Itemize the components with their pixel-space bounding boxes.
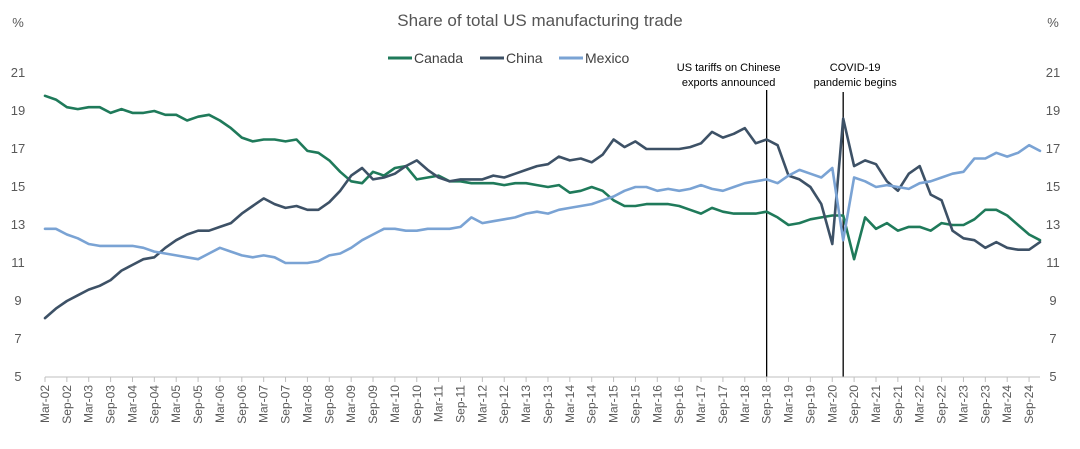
x-tick-label: Mar-19 — [782, 385, 796, 423]
x-tick-label: Sep-21 — [891, 385, 905, 424]
x-tick-label: Sep-04 — [147, 385, 161, 424]
x-tick-label: Mar-05 — [169, 385, 183, 423]
y-axis-unit-right: % — [1047, 15, 1059, 30]
x-tick-label: Sep-08 — [322, 385, 336, 424]
x-tick-label: Sep-03 — [104, 385, 118, 424]
x-tick-label: Mar-24 — [1000, 385, 1014, 423]
x-tick-label: Mar-22 — [913, 385, 927, 423]
x-tick-label: Sep-11 — [453, 385, 467, 423]
x-tick-label: Sep-23 — [978, 385, 992, 424]
y-tick-label-right: 19 — [1046, 103, 1060, 118]
x-tick-label: Mar-08 — [300, 385, 314, 423]
x-tick-label: Mar-03 — [82, 385, 96, 423]
y-tick-label-left: 17 — [11, 141, 25, 156]
x-tick-label: Mar-06 — [213, 385, 227, 423]
x-tick-label: Sep-10 — [410, 385, 424, 424]
x-tick-label: Sep-15 — [628, 385, 642, 424]
y-tick-label-left: 9 — [14, 293, 21, 308]
x-tick-label: Sep-20 — [847, 385, 861, 424]
x-tick-label: Mar-23 — [956, 385, 970, 423]
annotation-label: US tariffs on Chinese — [677, 62, 781, 74]
x-tick-label: Sep-19 — [803, 385, 817, 424]
x-tick-label: Mar-13 — [519, 385, 533, 423]
x-tick-label: Sep-05 — [191, 385, 205, 424]
y-tick-label-right: 17 — [1046, 141, 1060, 156]
legend-label-china: China — [506, 50, 543, 66]
x-tick-label: Mar-16 — [650, 385, 664, 423]
y-tick-label-right: 21 — [1046, 65, 1060, 80]
x-tick-label: Mar-18 — [738, 385, 752, 423]
y-tick-label-left: 5 — [14, 369, 21, 384]
chart-title: Share of total US manufacturing trade — [397, 11, 682, 30]
x-tick-label: Mar-14 — [563, 385, 577, 423]
x-tick-label: Sep-12 — [497, 385, 511, 424]
x-tick-label: Mar-10 — [388, 385, 402, 423]
y-tick-label-right: 7 — [1049, 331, 1056, 346]
annotations: US tariffs on Chinese exports announced CO… — [677, 62, 897, 377]
y-tick-label-left: 11 — [11, 255, 25, 270]
series-line-china — [43, 117, 1042, 320]
x-tick-label: Mar-11 — [432, 385, 446, 422]
annotation-label: exports announced — [682, 77, 776, 89]
legend-label-mexico: Mexico — [585, 50, 630, 66]
y-tick-label-right: 5 — [1049, 369, 1056, 384]
x-tick-label: Mar-07 — [257, 385, 271, 423]
x-tick-label: Sep-22 — [935, 385, 949, 424]
y-tick-label-left: 21 — [11, 65, 25, 80]
x-tick-label: Sep-06 — [235, 385, 249, 424]
x-tick-label: Mar-17 — [694, 385, 708, 423]
y-tick-label-right: 9 — [1049, 293, 1056, 308]
x-tick-label: Sep-24 — [1022, 385, 1036, 424]
x-axis: Mar-02 Sep-02 Mar-03 Sep-03 Mar-04 Sep-04 Mar-… — [38, 376, 1040, 424]
x-tick-label: Mar-04 — [125, 385, 139, 423]
y-tick-label-right: 13 — [1046, 217, 1060, 232]
x-tick-label: Sep-18 — [760, 385, 774, 424]
x-tick-label: Sep-17 — [716, 385, 730, 424]
x-tick-label: Sep-09 — [366, 385, 380, 424]
annotation-label: pandemic begins — [814, 77, 898, 89]
annotation-label: COVID-19 — [830, 62, 881, 74]
x-tick-label: Sep-16 — [672, 385, 686, 424]
x-tick-label: Sep-07 — [279, 385, 293, 424]
series-line-canada — [43, 94, 1042, 261]
x-tick-label: Sep-02 — [60, 385, 74, 424]
x-tick-label: Sep-14 — [585, 385, 599, 424]
x-tick-label: Mar-12 — [475, 385, 489, 423]
y-tick-label-left: 15 — [11, 179, 25, 194]
y-tick-label-right: 11 — [1046, 255, 1060, 270]
x-tick-label: Mar-20 — [825, 385, 839, 423]
legend: Canada China Mexico — [388, 50, 630, 66]
series-line-mexico — [43, 143, 1042, 265]
y-tick-label-left: 19 — [11, 103, 25, 118]
x-tick-label: Mar-21 — [869, 385, 883, 423]
x-tick-label: Mar-15 — [607, 385, 621, 423]
y-axis-right: 5 7 9 11 13 15 17 19 21 — [1046, 65, 1060, 384]
y-tick-label-left: 13 — [11, 217, 25, 232]
legend-label-canada: Canada — [414, 50, 463, 66]
x-tick-label: Mar-02 — [38, 385, 52, 423]
series-lines — [43, 94, 1042, 320]
y-axis-left: 5 7 9 11 13 15 17 19 21 — [11, 65, 25, 384]
x-tick-label: Sep-13 — [541, 385, 555, 424]
y-tick-label-left: 7 — [14, 331, 21, 346]
x-tick-label: Mar-09 — [344, 385, 358, 423]
y-tick-label-right: 15 — [1046, 179, 1060, 194]
y-axis-unit-left: % — [12, 15, 24, 30]
